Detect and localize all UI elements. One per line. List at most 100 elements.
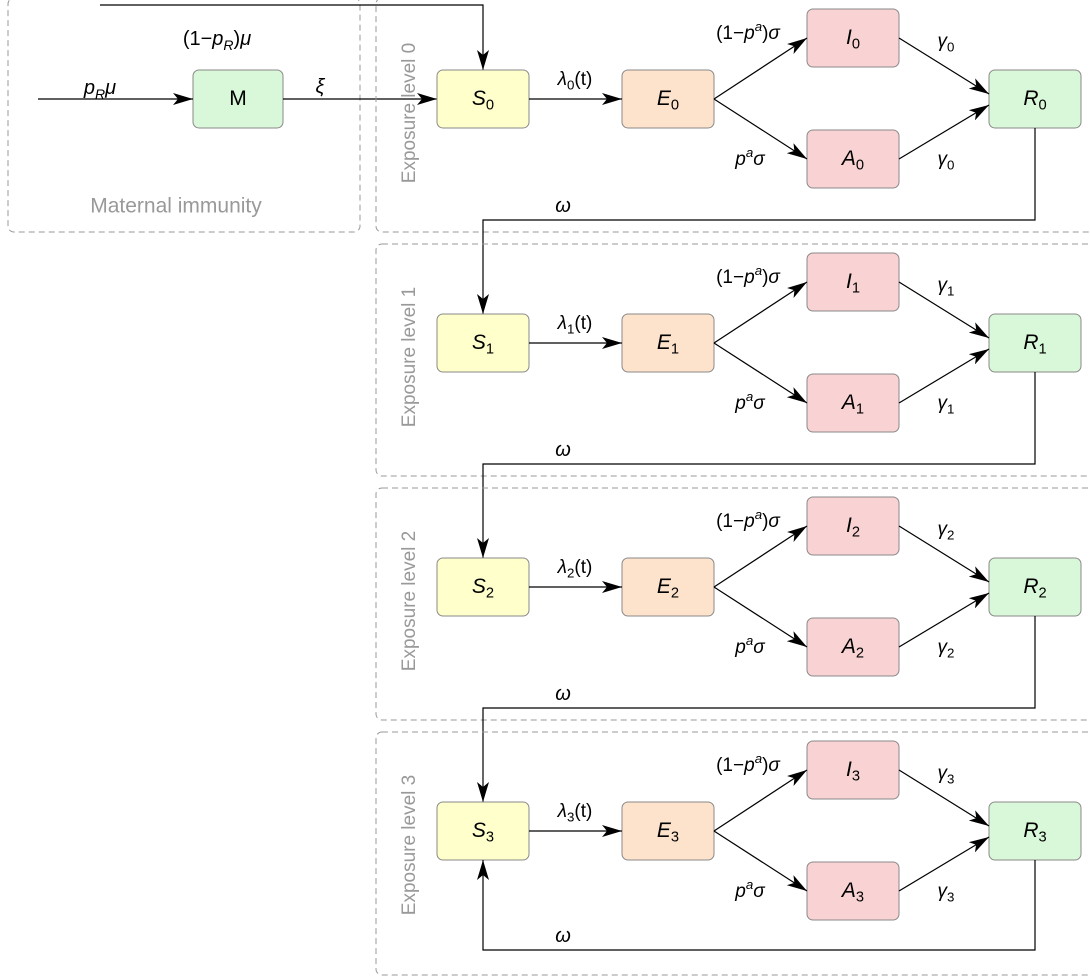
text-segment: (1− [716, 23, 744, 44]
text-segment: μ [239, 28, 251, 50]
text-segment: a [746, 388, 753, 403]
text-segment: γ [938, 881, 949, 902]
node-m-label: M [229, 87, 247, 110]
edge-label: paσ [734, 144, 766, 170]
text-segment: (t) [574, 801, 592, 822]
text-segment: 3 [486, 829, 494, 845]
node-s-label: S2 [472, 575, 494, 602]
edge-label: γ2 [938, 519, 955, 542]
text-segment: (1− [183, 28, 212, 50]
text-segment: R [1023, 575, 1038, 598]
text-segment: σ [753, 149, 766, 170]
text-segment: a [755, 506, 762, 521]
text-segment: S [472, 575, 486, 598]
edge-waning [477, 860, 1036, 951]
text-segment: p [734, 637, 746, 658]
text-segment: (t) [574, 557, 592, 578]
edge-label: γ1 [938, 275, 955, 298]
text-segment: A [840, 879, 856, 902]
node-e-label: E0 [657, 87, 679, 114]
text-segment: R [1023, 87, 1038, 110]
text-segment: 3 [856, 889, 864, 905]
edge-recovery [898, 37, 990, 95]
text-segment: γ [938, 637, 949, 658]
text-segment: I [846, 514, 852, 537]
text-segment: 2 [486, 585, 494, 601]
edge-symptomatic [713, 281, 808, 344]
edge-label: γ1 [938, 393, 955, 416]
edge-symptomatic [713, 37, 808, 100]
text-segment: σ [768, 511, 781, 532]
exposure-group [375, 0, 1090, 233]
group-title: Exposure level 1 [399, 287, 420, 427]
text-segment: 1 [567, 321, 574, 336]
edge-symptomatic [713, 525, 808, 588]
text-segment: ) [762, 755, 768, 776]
edge-label: γ2 [938, 637, 955, 660]
text-segment: 1 [1039, 341, 1047, 357]
edge-label: paσ [734, 876, 766, 902]
text-segment: a [755, 18, 762, 33]
text-segment: E [657, 819, 672, 842]
text-segment: S [472, 819, 486, 842]
text-segment: (1− [716, 755, 744, 776]
text-segment: p [83, 77, 95, 99]
text-segment: 3 [852, 768, 860, 784]
node-e-label: E3 [657, 819, 679, 846]
text-segment: 0 [852, 36, 860, 52]
edge-waning [477, 128, 1036, 314]
text-segment: 2 [947, 645, 954, 660]
text-segment: γ [938, 31, 949, 52]
edge-symptomatic [713, 769, 808, 832]
node-i-label: I3 [846, 758, 860, 785]
exposure-group [375, 731, 1090, 976]
text-segment: 2 [856, 645, 864, 661]
edge-label: λ1(t) [557, 313, 593, 336]
edge-label: (1−pa)σ [716, 750, 781, 776]
edge-label: (1−pa)σ [716, 18, 781, 44]
node-r-label: R2 [1023, 575, 1046, 602]
group-title: Exposure level 0 [399, 43, 420, 183]
node-i-label: I0 [846, 26, 860, 53]
text-segment: ξ [316, 76, 326, 98]
edge-label: γ0 [938, 149, 955, 172]
node-s-label: S3 [472, 819, 494, 846]
text-segment: γ [938, 763, 949, 784]
edge-label: pRμ [83, 77, 116, 101]
edge-label: paσ [734, 388, 766, 414]
text-segment: (t) [574, 69, 592, 90]
text-segment: R [1023, 819, 1038, 842]
text-segment: 1 [486, 341, 494, 357]
node-s-label: S0 [472, 87, 494, 114]
maternal-group [7, 0, 361, 233]
text-segment: 0 [671, 97, 679, 113]
edge-label: λ2(t) [557, 557, 593, 580]
text-segment: λ [557, 69, 567, 90]
text-segment: A [840, 391, 856, 414]
node-a-label: A1 [840, 391, 864, 418]
node-a-label: A3 [840, 879, 864, 906]
edge-label: ω [555, 925, 571, 947]
text-segment: ) [234, 28, 241, 50]
edge-waning [477, 372, 1036, 558]
text-segment: λ [557, 801, 567, 822]
edge-label: (1−pa)σ [716, 262, 781, 288]
node-r-label: R1 [1023, 331, 1046, 358]
text-segment: p [734, 149, 746, 170]
edge-asymptomatic [713, 830, 808, 892]
text-segment: (t) [574, 313, 592, 334]
text-segment: ω [555, 195, 571, 217]
text-segment: E [657, 331, 672, 354]
edge-asymptomatic [713, 98, 808, 160]
text-segment: (1− [716, 511, 744, 532]
text-segment: 1 [856, 401, 864, 417]
text-segment: γ [938, 519, 949, 540]
text-segment: (1− [716, 267, 744, 288]
text-segment: R [95, 86, 105, 102]
group-title: Exposure level 3 [399, 775, 420, 915]
text-segment: λ [557, 313, 567, 334]
node-a-label: A2 [840, 635, 864, 662]
text-segment: p [734, 393, 746, 414]
group-title: Maternal immunity [90, 195, 262, 218]
